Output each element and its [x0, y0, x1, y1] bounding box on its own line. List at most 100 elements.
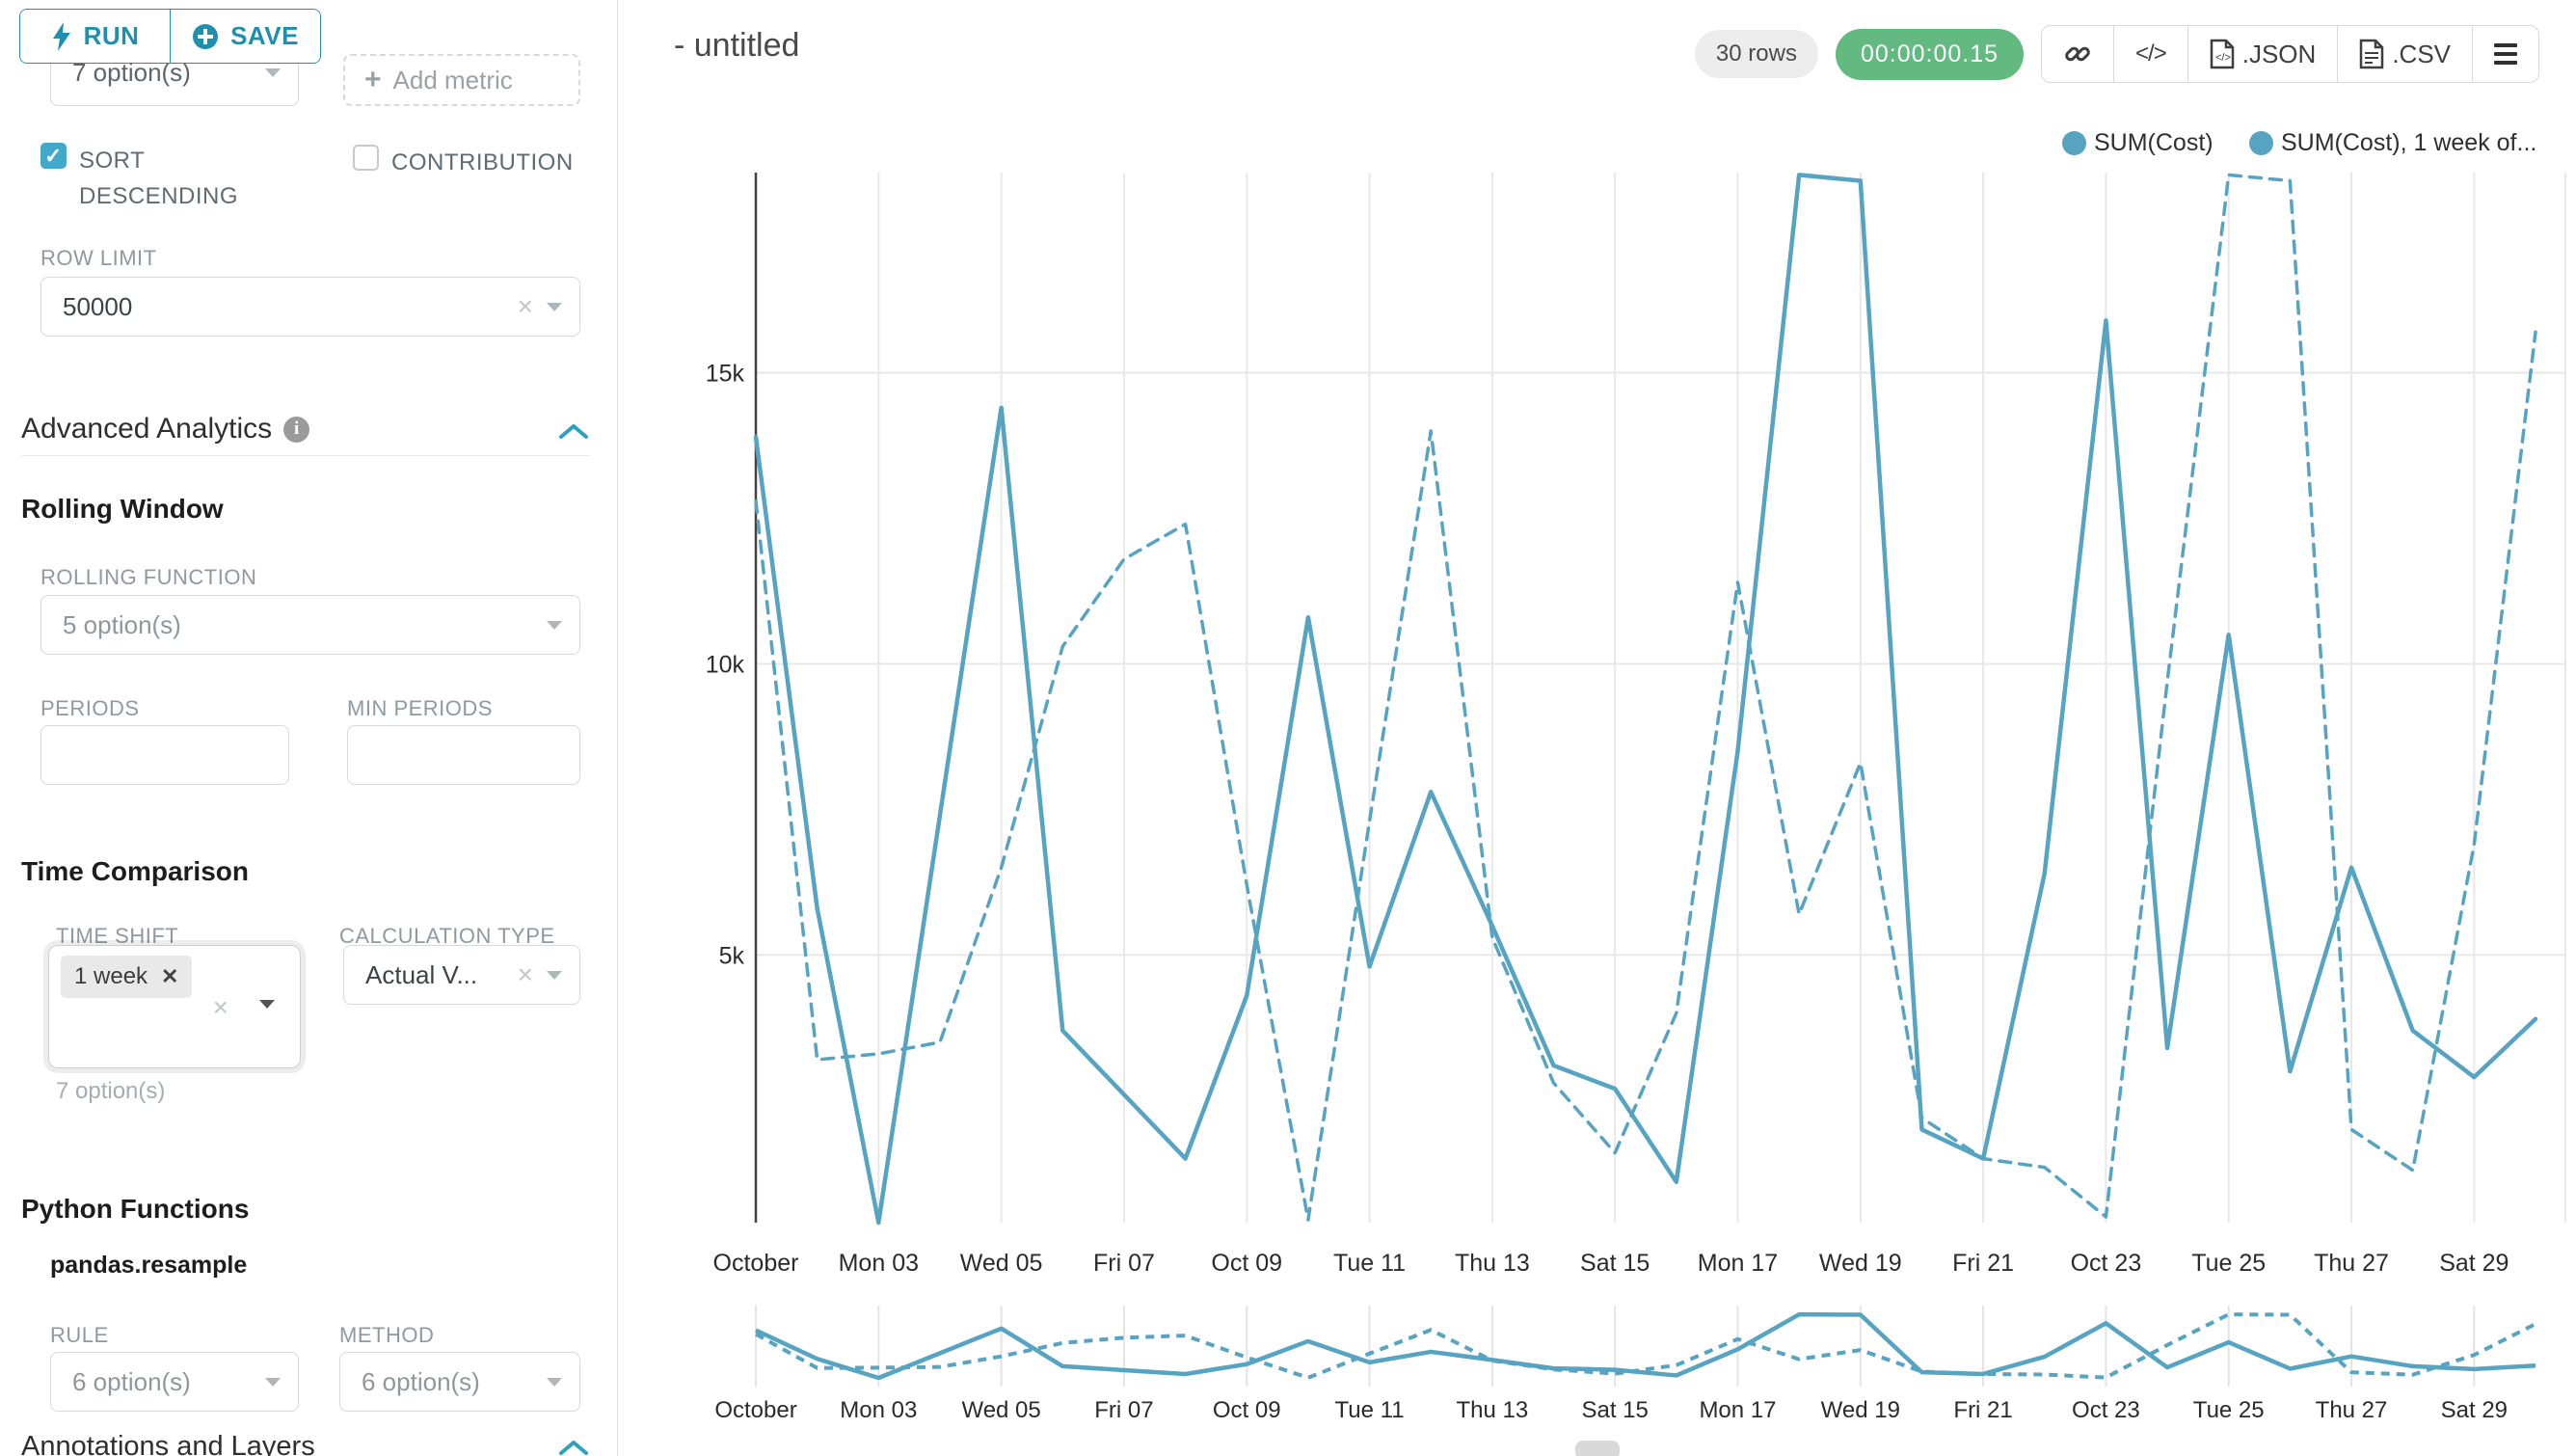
- remove-tag-icon[interactable]: ✕: [161, 964, 179, 988]
- x-axis-tick-label: Wed 05: [960, 1250, 1043, 1277]
- method-value: 6 option(s): [362, 1366, 480, 1396]
- mini-x-axis-tick-label: Oct 23: [2072, 1397, 2140, 1423]
- series-line-solid[interactable]: [753, 173, 2538, 1226]
- svg-text:</>: </>: [2215, 52, 2231, 64]
- more-menu-button[interactable]: [2472, 26, 2538, 82]
- chevron-down-icon: [547, 620, 562, 630]
- mini-x-axis-tick-label: Mon 17: [1699, 1397, 1776, 1423]
- menu-icon: [2494, 43, 2517, 65]
- export-csv-button[interactable]: .CSV: [2337, 26, 2472, 82]
- mini-x-axis-tick-label: Thu 13: [1457, 1397, 1529, 1423]
- min-periods-input[interactable]: [347, 725, 580, 785]
- clear-icon[interactable]: ×: [517, 959, 533, 989]
- row-limit-value: 50000: [63, 291, 133, 321]
- calculation-type-value: Actual V...: [365, 959, 478, 989]
- legend-dot-icon: [2062, 131, 2086, 155]
- export-json-label: .JSON: [2241, 39, 2317, 68]
- method-label: METHOD: [339, 1323, 435, 1347]
- mini-x-axis-tick-label: October: [714, 1397, 796, 1423]
- rule-select[interactable]: 6 option(s): [50, 1352, 299, 1412]
- collapse-chevron-up-icon[interactable]: [557, 1439, 590, 1456]
- time-shift-multiselect[interactable]: 1 week ✕ ×: [48, 945, 301, 1068]
- annotations-layers-header[interactable]: Annotations and Layers: [21, 1431, 315, 1456]
- time-shift-hint: 7 option(s): [56, 1078, 166, 1104]
- calculation-type-label: CALCULATION TYPE: [339, 924, 555, 948]
- plus-icon: +: [364, 64, 382, 95]
- y-axis-tick-label: 10k: [706, 651, 745, 678]
- chevron-down-icon: [259, 1000, 275, 1009]
- clear-icon[interactable]: ×: [517, 291, 533, 321]
- query-button-group: RUN SAVE: [19, 9, 321, 64]
- mini-x-axis-tick-label: Sat 29: [2441, 1397, 2508, 1423]
- annotations-layers-title: Annotations and Layers: [21, 1431, 315, 1456]
- contribution-checkbox[interactable]: CONTRIBUTION: [353, 145, 604, 180]
- time-shift-label: TIME SHIFT: [56, 924, 179, 948]
- save-button-label: SAVE: [230, 21, 299, 50]
- rolling-function-select[interactable]: 5 option(s): [40, 595, 580, 655]
- share-link-button[interactable]: [2042, 26, 2113, 82]
- mini-x-axis-tick-label: Fri 21: [1953, 1397, 2012, 1423]
- run-button-label: RUN: [83, 21, 140, 50]
- x-axis-tick-label: Thu 27: [2314, 1250, 2389, 1277]
- contribution-label: CONTRIBUTION: [391, 149, 574, 175]
- chart-toolbar: 30 rows 00:00:00.15 </>: [1694, 25, 2539, 83]
- chevron-down-icon: [547, 1377, 562, 1387]
- x-axis-tick-label: October: [713, 1250, 799, 1277]
- clear-icon[interactable]: ×: [212, 992, 228, 1022]
- x-axis-tick-label: Mon 17: [1698, 1250, 1778, 1277]
- save-button[interactable]: SAVE: [170, 10, 320, 63]
- plus-circle-icon: [193, 23, 219, 49]
- chart-title[interactable]: - untitled: [674, 27, 800, 64]
- sort-descending-checkbox[interactable]: ✓ SORT DESCENDING: [40, 143, 248, 214]
- collapse-chevron-up-icon[interactable]: [557, 422, 590, 442]
- mini-series-line-dashed[interactable]: [755, 1312, 2536, 1380]
- min-periods-label: MIN PERIODS: [347, 696, 493, 720]
- info-icon[interactable]: i: [283, 416, 310, 443]
- mini-x-axis-tick-label: Mon 03: [840, 1397, 917, 1423]
- rolling-function-label: ROLLING FUNCTION: [40, 565, 257, 589]
- mini-x-axis-tick-label: Oct 09: [1213, 1397, 1281, 1423]
- y-axis-tick-label: 15k: [706, 361, 745, 388]
- advanced-analytics-header[interactable]: Advanced Analytics i: [21, 413, 310, 445]
- legend-label: SUM(Cost): [2094, 129, 2214, 156]
- rule-value: 6 option(s): [72, 1366, 191, 1396]
- control-panel-sidebar: RUN SAVE 7 option(s) + Add metric ✓ SORT…: [0, 0, 618, 1456]
- mini-x-axis-tick-label: Wed 05: [961, 1397, 1040, 1423]
- export-json-button[interactable]: </> .JSON: [2187, 26, 2338, 82]
- rows-count-badge: 30 rows: [1694, 30, 1818, 78]
- x-axis-tick-label: Wed 19: [1819, 1250, 1902, 1277]
- query-timer-badge: 00:00:00.15: [1835, 28, 2025, 80]
- drag-handle[interactable]: [1575, 1441, 1620, 1456]
- legend-item[interactable]: SUM(Cost): [2062, 129, 2214, 157]
- periods-input[interactable]: [40, 725, 289, 785]
- chevron-down-icon: [547, 302, 562, 311]
- time-comparison-title: Time Comparison: [21, 856, 249, 886]
- x-axis-tick-label: Tue 25: [2191, 1250, 2266, 1277]
- legend-item[interactable]: SUM(Cost), 1 week of...: [2249, 129, 2536, 157]
- periods-label: PERIODS: [40, 696, 140, 720]
- link-icon: [2065, 46, 2090, 62]
- file-csv-icon: [2360, 39, 2384, 69]
- run-button[interactable]: RUN: [20, 10, 170, 63]
- file-json-icon: </>: [2210, 39, 2234, 69]
- mini-x-axis-tick-label: Wed 19: [1821, 1397, 1900, 1423]
- x-axis-tick-label: Sat 29: [2439, 1250, 2509, 1277]
- time-shift-tag[interactable]: 1 week ✕: [61, 956, 193, 998]
- view-query-button[interactable]: </>: [2113, 26, 2187, 82]
- row-limit-select[interactable]: 50000 ×: [40, 277, 580, 337]
- add-metric-button[interactable]: + Add metric: [343, 54, 580, 106]
- line-chart[interactable]: 5k 10k 15k October Mon 03 Wed 05 Fri 07 Oct 09 T…: [618, 0, 2576, 1456]
- series-line-dashed[interactable]: [754, 173, 2537, 1222]
- checkbox-checked-icon: ✓: [40, 143, 67, 169]
- divider: [21, 455, 590, 456]
- calculation-type-select[interactable]: Actual V... ×: [343, 945, 580, 1005]
- export-button-group: </> </> .JSON: [2041, 25, 2539, 83]
- method-select[interactable]: 6 option(s): [339, 1352, 580, 1412]
- mini-x-axis-tick-label: Tue 25: [2193, 1397, 2265, 1423]
- y-axis-tick-label: 5k: [719, 942, 745, 969]
- mini-series-line-solid[interactable]: [755, 1311, 2536, 1381]
- legend-label: SUM(Cost), 1 week of...: [2281, 129, 2537, 156]
- chart-panel: - untitled 30 rows 00:00:00.15 </>: [618, 0, 2576, 1456]
- x-axis-tick-label: Oct 23: [2071, 1250, 2142, 1277]
